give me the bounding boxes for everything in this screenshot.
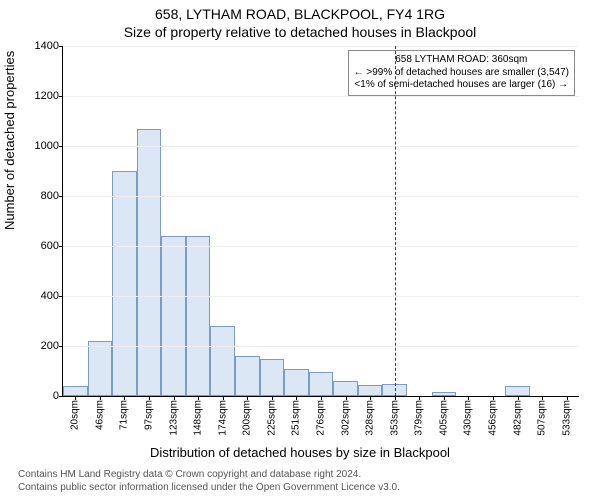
legend-line-2: ← >99% of detached houses are smaller (3…: [354, 67, 569, 80]
x-tick-label: 46sqm: [94, 400, 105, 430]
gridline: [63, 96, 579, 97]
chart-title-line1: 658, LYTHAM ROAD, BLACKPOOL, FY4 1RG: [0, 6, 600, 22]
x-tick-label: 251sqm: [291, 400, 302, 436]
x-tick-label: 71sqm: [119, 400, 130, 430]
x-axis-label: Distribution of detached houses by size …: [0, 445, 600, 460]
gridline: [63, 296, 579, 297]
histogram-bar: [358, 385, 383, 396]
y-tick-mark: [59, 46, 63, 47]
y-tick-label: 0: [53, 390, 59, 402]
y-tick-mark: [59, 146, 63, 147]
histogram-bar: [63, 386, 88, 396]
chart-title-line2: Size of property relative to detached ho…: [0, 24, 600, 40]
chart-container: 658, LYTHAM ROAD, BLACKPOOL, FY4 1RG Siz…: [0, 0, 600, 500]
y-tick-mark: [59, 346, 63, 347]
y-tick-label: 200: [41, 340, 59, 352]
footer-line-2: Contains public sector information licen…: [18, 482, 400, 495]
histogram-bar: [260, 359, 285, 397]
x-tick-label: 507sqm: [537, 400, 548, 436]
x-tick-label: 225sqm: [266, 400, 277, 436]
x-tick-label: 200sqm: [242, 400, 253, 436]
y-tick-mark: [59, 396, 63, 397]
reference-line: [395, 46, 396, 396]
footer-line-1: Contains HM Land Registry data © Crown c…: [18, 469, 400, 482]
y-tick-mark: [59, 296, 63, 297]
x-tick-label: 533sqm: [561, 400, 572, 436]
gridline: [63, 346, 579, 347]
gridline: [63, 196, 579, 197]
x-tick-label: 405sqm: [438, 400, 449, 436]
x-tick-label: 123sqm: [168, 400, 179, 436]
x-tick-label: 430sqm: [463, 400, 474, 436]
footer-attribution: Contains HM Land Registry data © Crown c…: [18, 469, 400, 494]
y-tick-label: 1400: [35, 40, 59, 52]
x-tick-label: 379sqm: [414, 400, 425, 436]
histogram-bar: [284, 369, 309, 397]
gridline: [63, 246, 579, 247]
legend-box: 658 LYTHAM ROAD: 360sqm ← >99% of detach…: [348, 50, 575, 96]
y-tick-label: 800: [41, 190, 59, 202]
histogram-bar: [161, 236, 186, 396]
x-tick-label: 482sqm: [512, 400, 523, 436]
histogram-bar: [505, 386, 530, 396]
legend-line-1: 658 LYTHAM ROAD: 360sqm: [354, 54, 569, 67]
x-tick-label: 302sqm: [340, 400, 351, 436]
x-tick-label: 148sqm: [193, 400, 204, 436]
y-tick-label: 600: [41, 240, 59, 252]
y-tick-mark: [59, 246, 63, 247]
x-tick-label: 328sqm: [365, 400, 376, 436]
x-tick-label: 276sqm: [316, 400, 327, 436]
gridline: [63, 146, 579, 147]
plot-area: 658 LYTHAM ROAD: 360sqm ← >99% of detach…: [62, 46, 579, 397]
histogram-bar: [186, 236, 211, 396]
x-tick-label: 20sqm: [70, 400, 81, 430]
legend-line-3: <1% of semi-detached houses are larger (…: [354, 79, 569, 92]
y-tick-label: 1000: [35, 140, 59, 152]
histogram-bar: [137, 129, 162, 397]
histogram-bar: [235, 356, 260, 396]
x-tick-label: 174sqm: [217, 400, 228, 436]
histogram-bar: [333, 381, 358, 396]
gridline: [63, 46, 579, 47]
x-tick-label: 353sqm: [389, 400, 400, 436]
histogram-bar: [309, 372, 334, 396]
histogram-bar: [88, 341, 113, 396]
y-tick-label: 1200: [35, 90, 59, 102]
x-tick-label: 97sqm: [144, 400, 155, 430]
y-tick-label: 400: [41, 290, 59, 302]
bars-layer: [63, 46, 579, 396]
histogram-bar: [112, 171, 137, 396]
histogram-bar: [210, 326, 235, 396]
x-tick-label: 456sqm: [488, 400, 499, 436]
y-axis-label: Number of detached properties: [2, 51, 17, 230]
y-tick-mark: [59, 96, 63, 97]
y-tick-mark: [59, 196, 63, 197]
